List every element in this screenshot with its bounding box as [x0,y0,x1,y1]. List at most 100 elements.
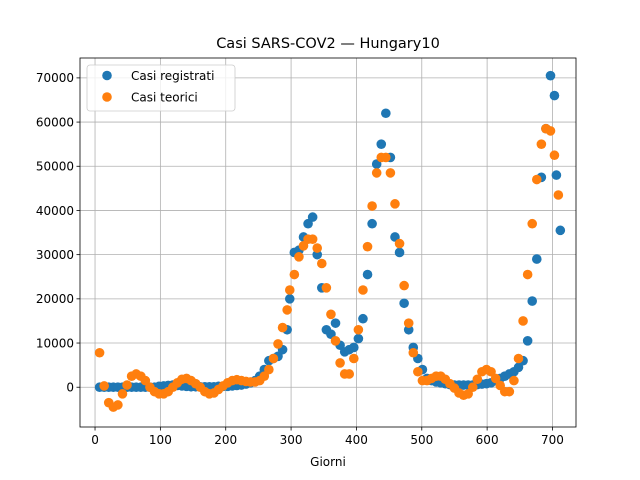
data-point [490,373,501,384]
data-point [362,241,373,252]
data-point [390,199,400,209]
data-point [326,309,336,320]
data-point [531,174,542,185]
data-point [358,285,368,295]
y-tick-label: 10000 [36,336,74,350]
legend-label-teorici: Casi teorici [131,91,198,105]
data-point [353,333,364,344]
data-point [362,269,373,280]
data-point [513,353,524,364]
legend: Casi registrati Casi teorici [86,64,236,112]
data-point [307,234,318,244]
data-point [385,168,396,178]
data-point [349,353,359,364]
data-point [545,126,556,136]
series-casi-teorici [94,123,564,412]
plot-frame [79,57,577,428]
data-point [551,170,562,180]
data-point [284,285,295,295]
data-point [527,296,538,306]
y-tick-label: 70000 [36,71,74,85]
data-point [367,218,377,229]
data-point [509,375,519,386]
data-point [531,254,542,264]
data-point [268,353,279,364]
grid-lines [80,58,576,427]
x-tick-label: 0 [91,433,99,447]
x-tick-label: 600 [476,433,499,447]
data-point [289,269,300,280]
data-point [312,243,323,253]
data-points [94,70,566,412]
x-tick-label: 500 [410,433,433,447]
data-point [353,324,364,335]
data-point [522,269,533,280]
legend-label-registrati: Casi registrati [131,69,214,83]
data-point [316,258,327,269]
data-point [113,400,123,410]
data-point [472,374,483,385]
y-tick-label: 40000 [36,204,74,218]
data-point [371,168,382,178]
y-tick-label: 50000 [36,160,74,174]
data-point [399,280,409,291]
data-point [549,90,560,101]
data-point [335,358,345,368]
data-point [408,347,419,358]
data-point [294,252,304,262]
data-point [122,380,132,390]
data-point [330,336,341,346]
y-tick-label: 20000 [36,292,74,306]
data-point [381,108,391,119]
data-point [545,70,556,81]
data-point [330,318,341,328]
legend-marker-teorici [102,92,112,102]
data-point [553,190,564,200]
x-tick-label: 300 [280,433,303,447]
data-point [117,389,128,399]
data-point [522,336,533,346]
data-point [264,364,274,375]
data-point [284,294,295,304]
data-point [413,366,423,377]
data-point [312,249,323,260]
data-point [321,282,332,293]
x-axis-label: Giorni [310,455,346,469]
y-tick-label: 30000 [36,248,74,262]
series-casi-registrati [94,70,566,393]
chart-title: Casi SARS-COV2 — Hungary10 [216,36,440,52]
data-point [518,316,528,326]
data-point [536,139,547,149]
y-tick-label: 0 [66,381,74,395]
data-point [344,369,355,379]
data-point [307,212,318,222]
legend-marker-registrati [102,70,112,81]
data-point [549,150,560,161]
data-point [94,347,105,358]
data-point [273,339,283,349]
data-point [99,381,109,391]
legend-box [86,64,236,112]
x-tick-label: 400 [345,433,368,447]
y-tick-label: 60000 [36,115,74,129]
data-point [381,152,391,163]
axis-ticks: 0 100 200 300 400 500 600 700 0 10000 20000 30000 40… [36,71,564,447]
x-tick-label: 700 [541,433,564,447]
data-point [349,342,359,353]
data-point [403,324,414,335]
data-point [467,382,478,393]
data-point [399,298,409,309]
data-point [394,247,405,258]
data-point [376,139,387,149]
data-point [527,218,538,229]
data-point [555,225,566,236]
data-point [403,318,414,328]
data-point [277,322,288,333]
x-tick-label: 200 [214,433,237,447]
data-point [394,238,405,249]
x-tick-label: 100 [149,433,172,447]
data-point [358,313,368,324]
data-point [282,305,292,315]
data-point [367,201,377,211]
